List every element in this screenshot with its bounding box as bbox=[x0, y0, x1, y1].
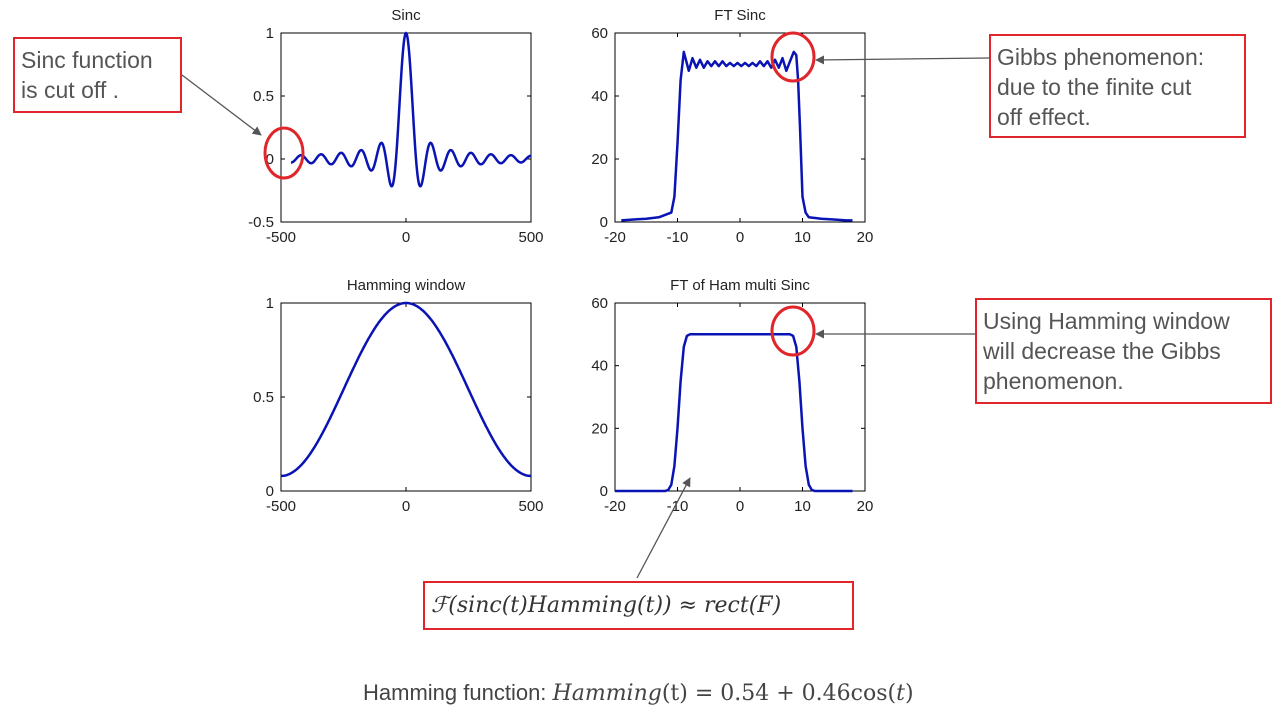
series-line bbox=[615, 333, 853, 493]
hamming-highlight-circle bbox=[770, 305, 816, 357]
callout-line: phenomenon. bbox=[983, 368, 1124, 394]
x-tick-label: -10 bbox=[667, 229, 689, 246]
callout-line: is cut off . bbox=[21, 77, 120, 103]
sinc-cutoff-callout: Sinc function is cut off . bbox=[13, 37, 182, 113]
x-tick-label: -500 bbox=[266, 229, 296, 246]
x-tick-label: -20 bbox=[604, 229, 626, 246]
formula-rhs-var: t bbox=[896, 681, 905, 706]
x-tick-label: 0 bbox=[736, 229, 744, 246]
plot-frame bbox=[614, 302, 866, 492]
gibbs-callout: Gibbs phenomenon: due to the finite cut … bbox=[989, 34, 1246, 138]
hamming-function-footer: Hamming function: Hamming(t) = 0.54 + 0.… bbox=[363, 680, 914, 706]
plot-title: Sinc bbox=[391, 7, 421, 24]
callout-line: off effect. bbox=[997, 104, 1091, 130]
y-tick-label: 60 bbox=[591, 25, 608, 42]
plot-title: FT Sinc bbox=[714, 7, 766, 24]
x-tick-label: 0 bbox=[402, 498, 410, 515]
y-tick-label: 0.5 bbox=[253, 389, 274, 406]
plot-frame bbox=[280, 32, 532, 223]
x-tick-label: -20 bbox=[604, 498, 626, 515]
formula-arrow bbox=[636, 477, 691, 579]
y-tick-label: -0.5 bbox=[248, 214, 274, 231]
y-tick-label: 0 bbox=[266, 151, 274, 168]
x-tick-label: 0 bbox=[402, 229, 410, 246]
formula-rhs-end: ) bbox=[904, 681, 914, 706]
cutoff-arrow bbox=[181, 74, 262, 136]
x-tick-label: 0 bbox=[736, 498, 744, 515]
plot-frame bbox=[614, 32, 866, 223]
cutoff-highlight-circle bbox=[263, 126, 305, 180]
x-tick-label: -500 bbox=[266, 498, 296, 515]
y-tick-label: 20 bbox=[591, 151, 608, 168]
plot-title: FT of Ham multi Sinc bbox=[670, 277, 810, 294]
x-tick-label: 500 bbox=[518, 229, 543, 246]
y-tick-label: 40 bbox=[591, 88, 608, 105]
x-tick-label: 500 bbox=[518, 498, 543, 515]
y-tick-label: 0 bbox=[600, 483, 608, 500]
formula-text: ℱ(sinc(t)Hamming(t)) ≈ rect(F) bbox=[431, 592, 782, 618]
hamming-decrease-callout: Using Hamming window will decrease the G… bbox=[975, 298, 1272, 404]
y-tick-label: 1 bbox=[266, 295, 274, 312]
formula-lhs: Hamming bbox=[552, 681, 662, 706]
callout-line: due to the finite cut bbox=[997, 74, 1192, 100]
formula-rhs: 0.54 + 0.46cos( bbox=[720, 681, 897, 706]
x-tick-label: 10 bbox=[794, 229, 811, 246]
y-tick-label: 1 bbox=[266, 25, 274, 42]
y-tick-label: 40 bbox=[591, 358, 608, 375]
x-tick-label: 20 bbox=[857, 229, 874, 246]
y-tick-label: 60 bbox=[591, 295, 608, 312]
series-line bbox=[290, 31, 532, 188]
callout-line: Sinc function bbox=[21, 47, 153, 73]
formula-arg: (t) = bbox=[661, 681, 721, 706]
footer-label: Hamming function: bbox=[363, 680, 553, 705]
series-line bbox=[280, 301, 532, 478]
gibbs-highlight-circle bbox=[770, 31, 816, 83]
y-tick-label: 20 bbox=[591, 420, 608, 437]
plot-frame bbox=[280, 302, 532, 492]
x-tick-label: 20 bbox=[857, 498, 874, 515]
callout-line: Using Hamming window bbox=[983, 308, 1230, 334]
y-tick-label: 0.5 bbox=[253, 88, 274, 105]
formula-callout: ℱ(sinc(t)Hamming(t)) ≈ rect(F) bbox=[423, 581, 854, 630]
footer-formula: Hamming(t) = 0.54 + 0.46cos(t) bbox=[553, 681, 914, 706]
plot-title: Hamming window bbox=[347, 277, 466, 294]
callout-line: will decrease the Gibbs bbox=[983, 338, 1221, 364]
gibbs-arrow bbox=[815, 55, 990, 65]
callout-line: Gibbs phenomenon: bbox=[997, 44, 1205, 70]
x-tick-label: 10 bbox=[794, 498, 811, 515]
y-tick-label: 0 bbox=[266, 483, 274, 500]
y-tick-label: 0 bbox=[600, 214, 608, 231]
